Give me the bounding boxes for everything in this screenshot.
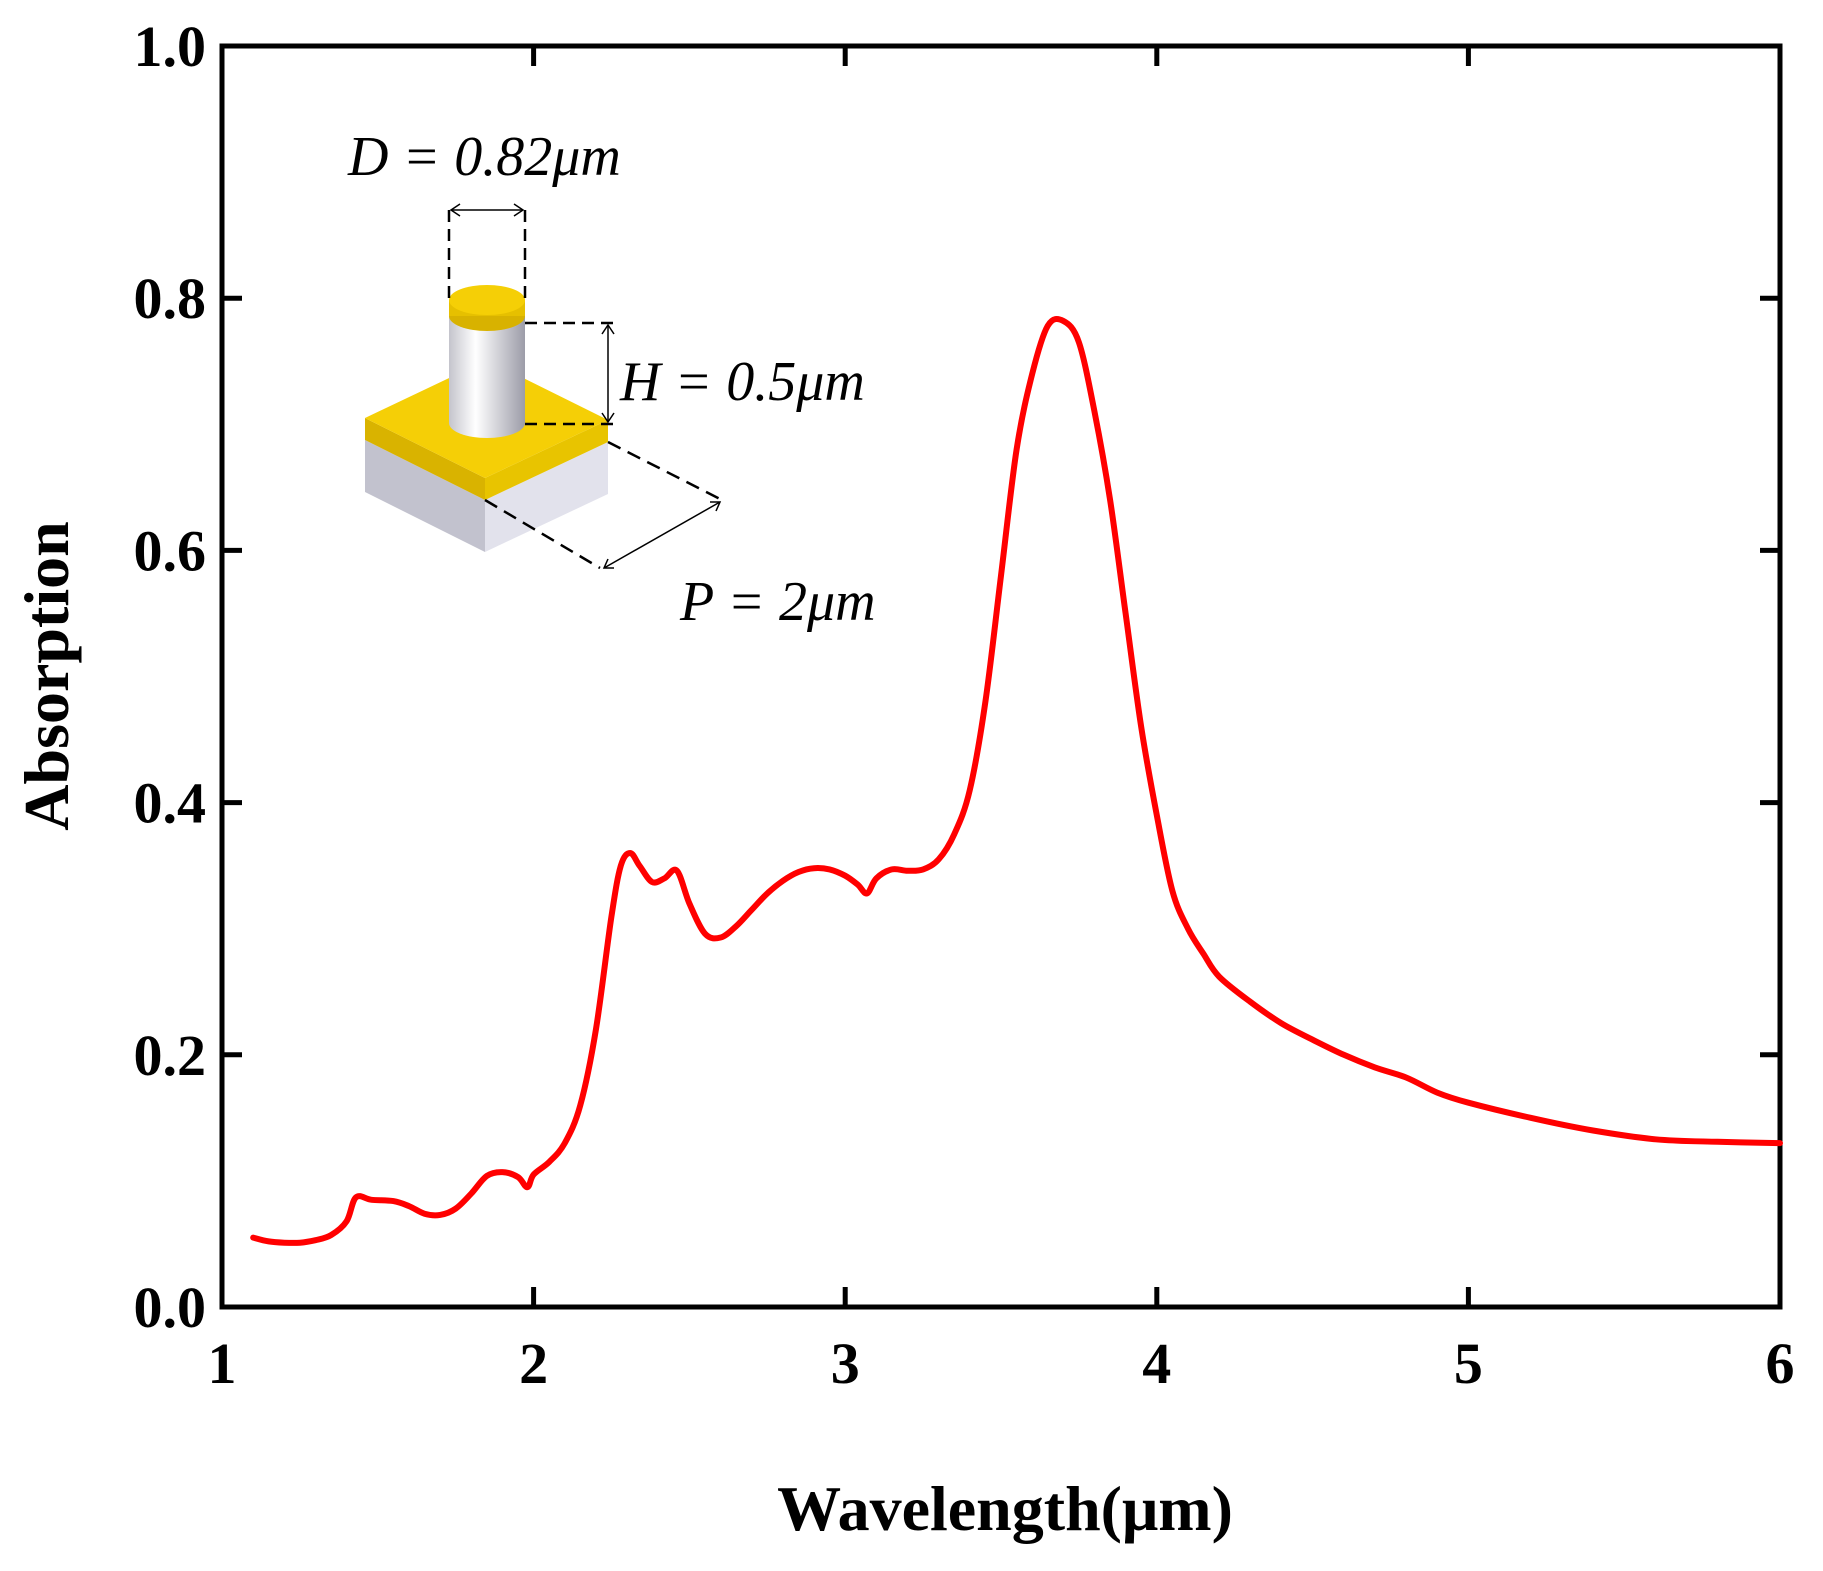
height-arrowhead-bottom (601, 412, 615, 424)
y-tick-label: 0.6 (134, 518, 207, 583)
y-tick-label: 1.0 (134, 14, 207, 79)
y-axis-ticks: 0.0 0.2 0.4 0.6 0.8 1.0 (134, 14, 1780, 1340)
period-label: P = 2μm (679, 571, 876, 633)
x-tick-label: 1 (208, 1331, 237, 1396)
substrate-front-face (365, 440, 485, 552)
period-arrowhead-low (602, 558, 614, 569)
pillar-body (449, 308, 525, 438)
series-layer (250, 315, 1783, 1246)
x-tick-label: 5 (1454, 1331, 1483, 1396)
x-tick-label: 3 (831, 1331, 860, 1396)
y-tick-label: 0.4 (134, 771, 207, 836)
y-tick-label: 0.0 (134, 1275, 207, 1340)
y-axis-title: Absorption (11, 521, 82, 830)
x-tick-label: 6 (1766, 1331, 1795, 1396)
plot-frame (219, 43, 1783, 1310)
period-dash-2 (484, 498, 601, 570)
pillar-gold-cap-top (449, 285, 525, 315)
absorption-line (250, 315, 1783, 1246)
y-tick-label: 0.8 (134, 266, 207, 331)
period-arrow (603, 501, 721, 569)
gold-film-front-face (365, 418, 485, 500)
x-tick-label: 4 (1142, 1331, 1171, 1396)
height-label: H = 0.5μm (619, 351, 865, 413)
x-axis-ticks: 1 2 3 4 5 6 (208, 46, 1795, 1396)
height-arrowhead-top (601, 323, 615, 335)
gold-film-right-face (485, 420, 608, 500)
period-dash-1 (607, 440, 723, 502)
substrate-right-face (485, 442, 608, 552)
x-axis-title: Wavelength(μm) (777, 1473, 1233, 1544)
diameter-arrowhead-right (513, 203, 525, 217)
y-tick-label: 0.2 (134, 1023, 207, 1088)
period-arrowhead-high (710, 501, 722, 512)
unit-cell-inset: D = 0.82μm H = 0.5μm P = 2μm (347, 126, 876, 633)
diameter-arrowhead-left (449, 203, 461, 217)
diameter-label: D = 0.82μm (347, 126, 621, 188)
x-tick-label: 2 (519, 1331, 548, 1396)
